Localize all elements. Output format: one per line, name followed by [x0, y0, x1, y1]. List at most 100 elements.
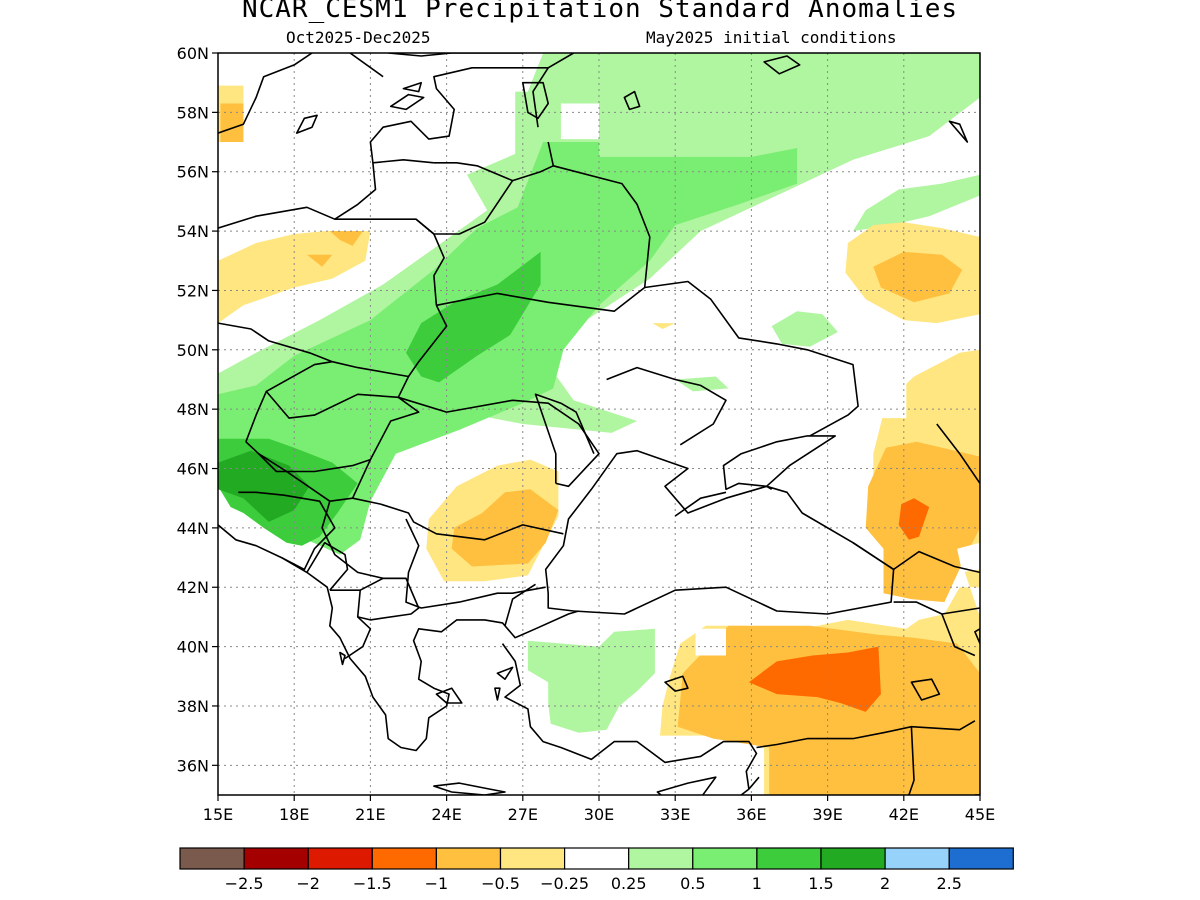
- lat-tick-label: 48N: [177, 400, 209, 419]
- kerch: [766, 485, 773, 490]
- aegean-coast: [218, 524, 579, 752]
- syria-iraq-border: [908, 726, 915, 795]
- colorbar-label: −1.5: [353, 874, 392, 893]
- forecast-period: Oct2025-Dec2025: [286, 28, 431, 47]
- saaremaa: [389, 93, 425, 111]
- graticule: [218, 53, 980, 795]
- colorbar-label: 2.5: [936, 874, 961, 893]
- bulgaria-border: [405, 518, 546, 609]
- slovakia-border: [265, 376, 410, 419]
- turkey-thrace-border: [504, 583, 536, 627]
- colorbar-label: 0.5: [680, 874, 705, 893]
- lon-tick-label: 45E: [965, 805, 995, 824]
- syria-coast: [748, 776, 760, 790]
- dry-mid-russia: [873, 251, 963, 303]
- dnieper-river: [606, 366, 727, 446]
- dry-mid-poland-2: [306, 254, 333, 267]
- wet-strong-zone: [406, 251, 541, 383]
- hungary-border: [245, 396, 420, 473]
- lake-ilmen: [623, 90, 641, 111]
- lat-tick-label: 46N: [177, 460, 209, 479]
- lon-tick-label: 42E: [889, 805, 919, 824]
- finland-coast: [388, 53, 523, 57]
- colorbar-swatch: [435, 847, 502, 870]
- colorbar-label: 0.25: [611, 874, 647, 893]
- georgia-turkey-border: [893, 601, 980, 615]
- lon-tick-label: 21E: [355, 805, 385, 824]
- dry-light-poland: [218, 231, 371, 324]
- lat-tick-label: 44N: [177, 519, 209, 538]
- mask-patch-2: [870, 364, 907, 419]
- colorbar: −2.5 −2 −1.5 −1 −0.5 −0.25 0.25 0.5 1 1.5 2 2.5: [179, 847, 1014, 893]
- levant-coast: [740, 788, 750, 795]
- turkey-armenia-border: [941, 613, 976, 657]
- turkey-syria-border: [756, 720, 976, 749]
- colorbar-label: 2: [880, 874, 890, 893]
- lat-tick-label: 58N: [177, 103, 209, 122]
- lesbos: [496, 666, 514, 680]
- lat-tick-label: 60N: [177, 44, 209, 63]
- lat-tick-label: 40N: [177, 638, 209, 657]
- estonia-russia-border: [532, 67, 549, 128]
- lon-tick-label: 33E: [660, 805, 690, 824]
- colorbar-label: −0.25: [540, 874, 589, 893]
- lake-beloye: [763, 55, 801, 75]
- coastlines-and-borders: [218, 53, 980, 795]
- bosnia-border: [238, 491, 336, 571]
- lithuania-latvia-border: [372, 159, 434, 164]
- lon-tick-label: 36E: [736, 805, 766, 824]
- lake-peipus: [522, 81, 549, 120]
- colorbar-swatch: [307, 847, 373, 870]
- lon-tick-label: 15E: [203, 805, 233, 824]
- colorbar-swatch: [884, 847, 950, 870]
- romania-moldova-border: [398, 396, 600, 488]
- colorbar-swatch: [948, 847, 1014, 870]
- colorbar-swatch: [371, 847, 437, 870]
- colorbar-swatch: [628, 847, 694, 870]
- colorbar-label: −2.5: [225, 874, 264, 893]
- anatolia-south-coast: [501, 643, 758, 790]
- lat-tick-label: 52N: [177, 281, 209, 300]
- gorky-reservoir: [948, 120, 969, 143]
- moldova-border: [534, 393, 595, 484]
- colorbar-swatch: [820, 847, 886, 870]
- colorbar-swatch: [563, 847, 630, 870]
- sweden-coast: [218, 53, 313, 134]
- colorbar-label: −2: [296, 874, 320, 893]
- czechia-border: [245, 360, 333, 443]
- lake-van: [910, 678, 941, 701]
- poland-east-border: [334, 218, 445, 306]
- wet-light-anatolia: [527, 628, 655, 733]
- colorbar-swatch: [243, 847, 309, 870]
- lat-tick-label: 50N: [177, 341, 209, 360]
- axis-ticks: 60N 58N 56N 54N 52N 50N 48N 46N 44N 42N 40N 38N 36N 1…: [177, 44, 996, 824]
- lat-tick-label: 38N: [177, 697, 209, 716]
- gotland: [295, 114, 318, 134]
- dry-mid-poland: [329, 231, 363, 246]
- lon-tick-label: 30E: [584, 805, 614, 824]
- lon-tick-label: 39E: [812, 805, 842, 824]
- black-sea-coast: [544, 449, 895, 615]
- georgia-russia-border: [852, 542, 980, 574]
- croatia-border: [258, 453, 331, 502]
- dry-strong-caucasus: [898, 498, 930, 540]
- montenegro-border: [306, 541, 349, 591]
- wet-light-patch-dnieper: [675, 376, 729, 392]
- corfu: [339, 651, 346, 666]
- lake-tuz: [664, 675, 689, 692]
- lat-tick-label: 42N: [177, 578, 209, 597]
- colorbar-swatch: [692, 847, 758, 870]
- wet-light-east-strip: [853, 174, 980, 232]
- ukraine-russia-border: [644, 280, 859, 437]
- lat-tick-label: 36N: [177, 756, 209, 775]
- colorbar-swatch: [499, 847, 566, 870]
- colorbar-label: −0.5: [481, 874, 520, 893]
- cyprus: [656, 776, 717, 795]
- lake-sevan: [974, 628, 980, 645]
- mask-patch-3: [957, 542, 980, 573]
- macedonia-border: [357, 577, 420, 621]
- crete: [433, 782, 506, 795]
- lat-tick-label: 56N: [177, 163, 209, 182]
- dry-mid-balkans: [451, 489, 559, 567]
